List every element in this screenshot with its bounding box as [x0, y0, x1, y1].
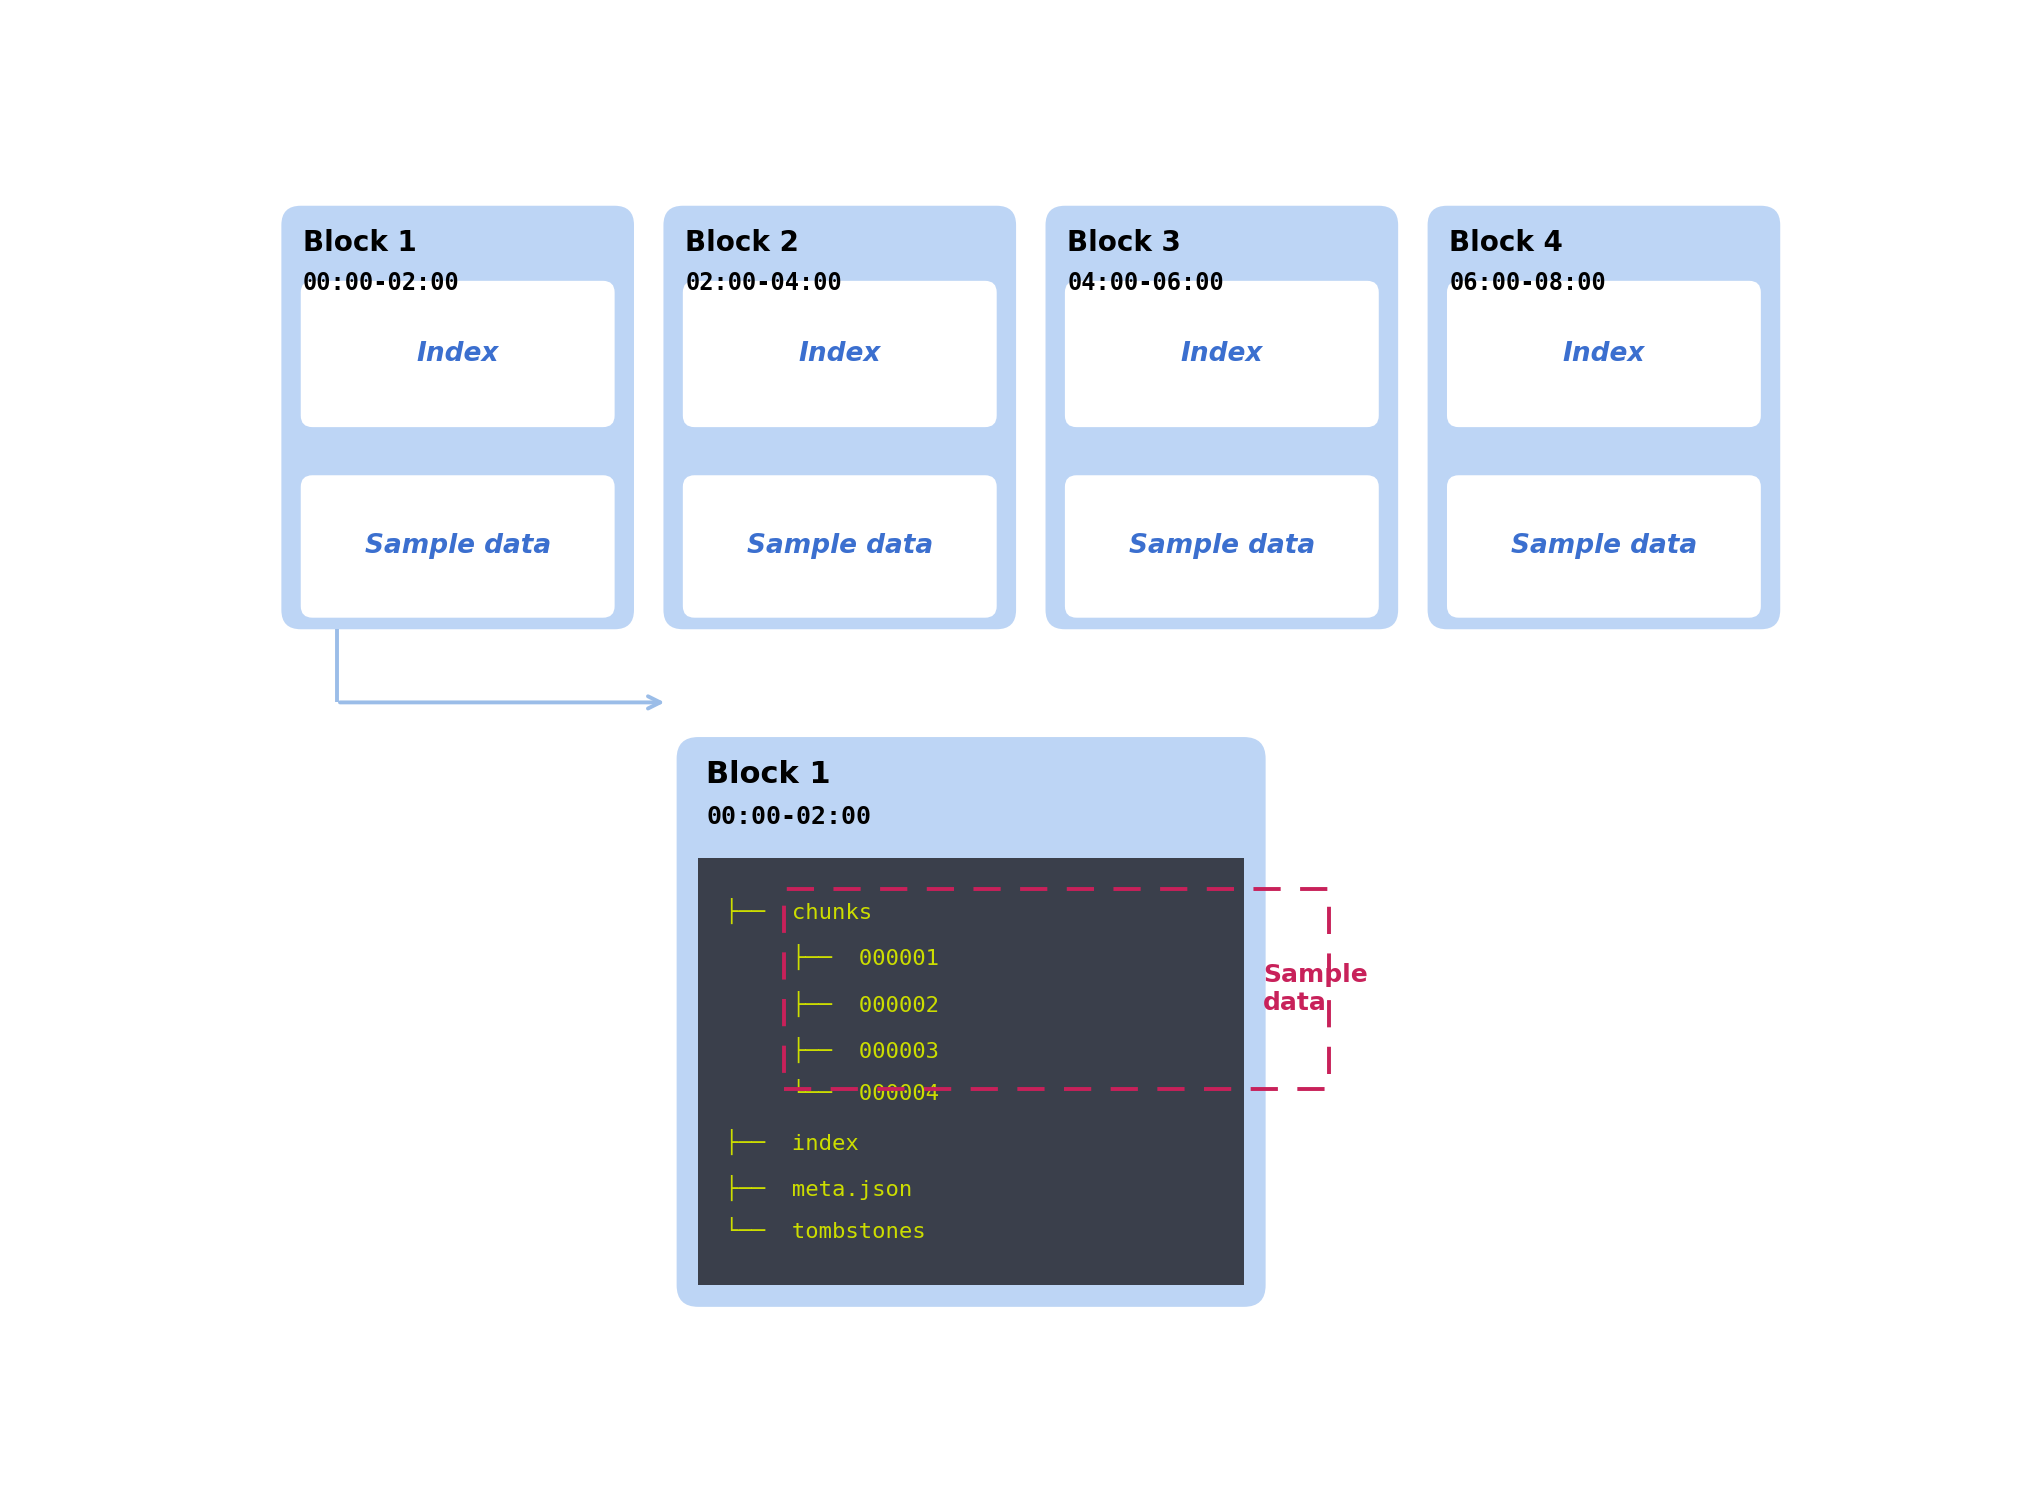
- FancyBboxPatch shape: [1446, 280, 1761, 428]
- Text: Index: Index: [1180, 341, 1263, 367]
- Text: ├──  000002: ├── 000002: [726, 991, 940, 1016]
- Text: ├──  index: ├── index: [726, 1129, 858, 1155]
- Text: Index: Index: [1562, 341, 1646, 367]
- Text: Block 4: Block 4: [1450, 229, 1564, 256]
- FancyBboxPatch shape: [301, 280, 614, 428]
- FancyBboxPatch shape: [1428, 206, 1780, 629]
- Text: Block 2: Block 2: [685, 229, 799, 256]
- Text: 04:00-06:00: 04:00-06:00: [1068, 271, 1224, 295]
- Text: Sample data: Sample data: [746, 533, 934, 559]
- Text: ├──  chunks: ├── chunks: [726, 898, 873, 924]
- Text: Block 3: Block 3: [1068, 229, 1182, 256]
- Text: └──  000004: └── 000004: [726, 1083, 940, 1104]
- Text: Index: Index: [417, 341, 498, 367]
- Text: ├──  000003: ├── 000003: [726, 1037, 940, 1062]
- FancyBboxPatch shape: [683, 280, 997, 428]
- FancyBboxPatch shape: [301, 475, 614, 618]
- Text: ├──  meta.json: ├── meta.json: [726, 1176, 913, 1201]
- Text: Index: Index: [799, 341, 881, 367]
- Text: └──  tombstones: └── tombstones: [726, 1222, 925, 1243]
- Text: Block 1: Block 1: [303, 229, 417, 256]
- Text: Sample data: Sample data: [364, 533, 551, 559]
- Text: Sample data: Sample data: [1511, 533, 1696, 559]
- FancyBboxPatch shape: [1446, 475, 1761, 618]
- Text: 00:00-02:00: 00:00-02:00: [303, 271, 460, 295]
- Text: 02:00-04:00: 02:00-04:00: [685, 271, 842, 295]
- FancyBboxPatch shape: [1066, 280, 1379, 428]
- Text: Sample data: Sample data: [1129, 533, 1314, 559]
- FancyBboxPatch shape: [1066, 475, 1379, 618]
- Text: 00:00-02:00: 00:00-02:00: [706, 805, 871, 828]
- Bar: [698, 858, 1245, 1286]
- FancyBboxPatch shape: [677, 738, 1265, 1307]
- Text: 06:00-08:00: 06:00-08:00: [1450, 271, 1607, 295]
- FancyBboxPatch shape: [683, 475, 997, 618]
- Text: ├──  000001: ├── 000001: [726, 945, 940, 970]
- Text: Sample
data: Sample data: [1263, 963, 1369, 1015]
- FancyBboxPatch shape: [663, 206, 1017, 629]
- FancyBboxPatch shape: [1045, 206, 1397, 629]
- Bar: [783, 888, 1328, 1089]
- FancyBboxPatch shape: [281, 206, 635, 629]
- Text: Block 1: Block 1: [706, 760, 830, 790]
